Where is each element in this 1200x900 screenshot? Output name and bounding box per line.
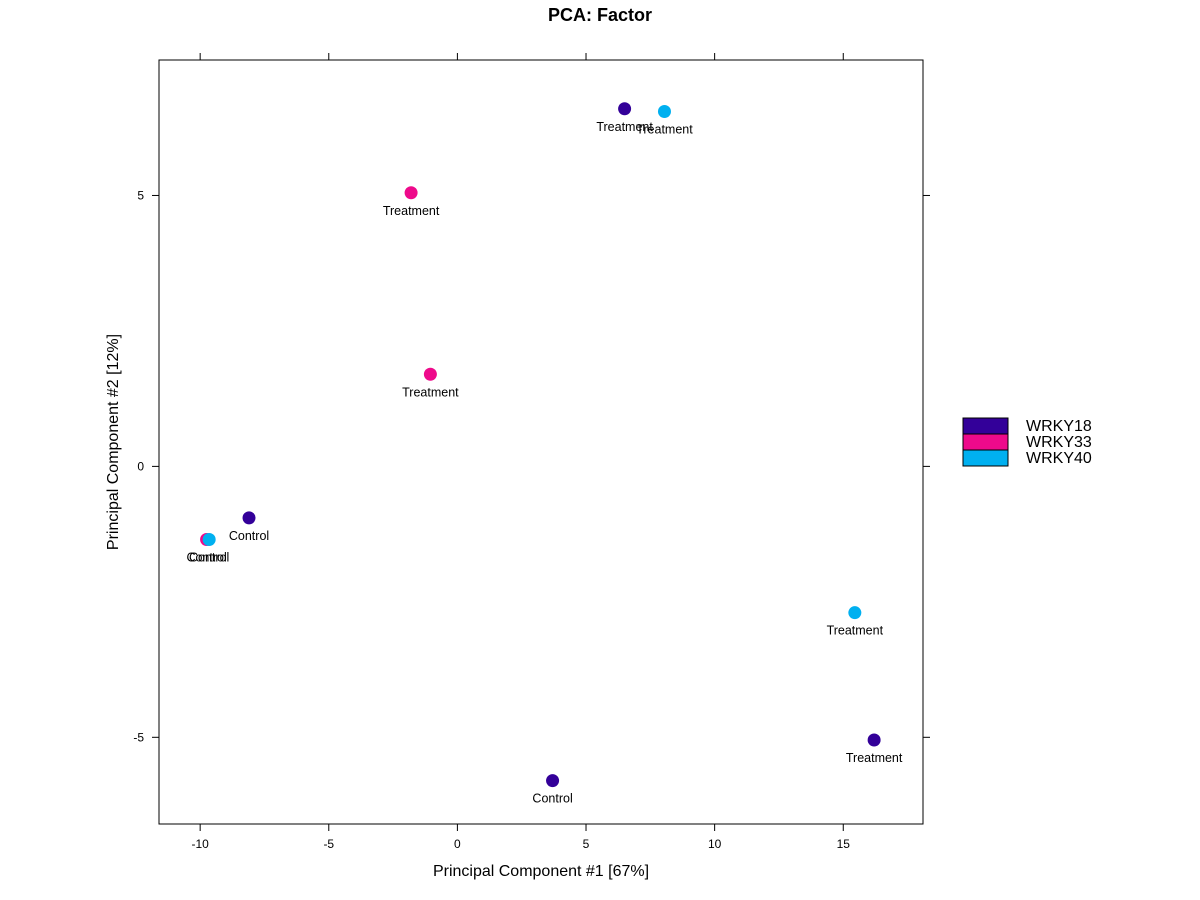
y-tick-label: 5 <box>137 188 144 202</box>
data-point-wrky40 <box>657 104 671 118</box>
point-label: Treatment <box>596 120 653 134</box>
x-tick-label: -5 <box>323 837 334 851</box>
x-tick-label: -10 <box>191 837 209 851</box>
x-tick-label: 10 <box>708 837 722 851</box>
point-label: Treatment <box>636 122 693 136</box>
y-axis-label: Principal Component #2 [12%] <box>105 334 122 550</box>
data-point-wrky18 <box>546 774 560 788</box>
x-tick-label: 5 <box>583 837 590 851</box>
axis-ticks: -10 -5 0 5 10 15 -5 0 5 <box>133 53 930 851</box>
point-label: Control <box>229 529 269 543</box>
point-label: Control <box>189 551 229 565</box>
data-point-wrky18 <box>242 511 256 525</box>
x-tick-label: 0 <box>454 837 461 851</box>
y-tick-label: -5 <box>133 730 144 744</box>
data-points: TreatmentControlControlTreatmentTreatmen… <box>186 102 903 806</box>
x-tick-label: 15 <box>837 837 851 851</box>
point-label: Control <box>532 792 572 806</box>
data-point-wrky18 <box>618 102 632 116</box>
legend-swatch-wrky40 <box>962 449 1009 467</box>
plot-frame <box>158 59 924 825</box>
legend-swatch-wrky18 <box>962 417 1009 435</box>
x-axis-label: Principal Component #1 [67%] <box>433 863 649 880</box>
chart-title: PCA: Factor <box>548 5 652 25</box>
data-point-wrky33 <box>404 186 418 200</box>
data-point-wrky18 <box>867 733 881 747</box>
point-label: Control <box>186 551 226 565</box>
legend-swatch-wrky33 <box>962 433 1009 451</box>
data-point-wrky33 <box>423 367 437 381</box>
legend-label-wrky40: WRKY40 <box>1026 450 1092 467</box>
point-label: Treatment <box>827 624 884 638</box>
point-label: Treatment <box>383 204 440 218</box>
data-point-wrky40 <box>202 533 216 547</box>
legend-label-wrky33: WRKY33 <box>1026 434 1092 451</box>
point-label: Treatment <box>402 385 459 399</box>
y-tick-label: 0 <box>137 459 144 473</box>
legend-label-wrky18: WRKY18 <box>1026 418 1092 435</box>
point-label: Treatment <box>846 751 903 765</box>
data-point-wrky40 <box>848 606 862 620</box>
